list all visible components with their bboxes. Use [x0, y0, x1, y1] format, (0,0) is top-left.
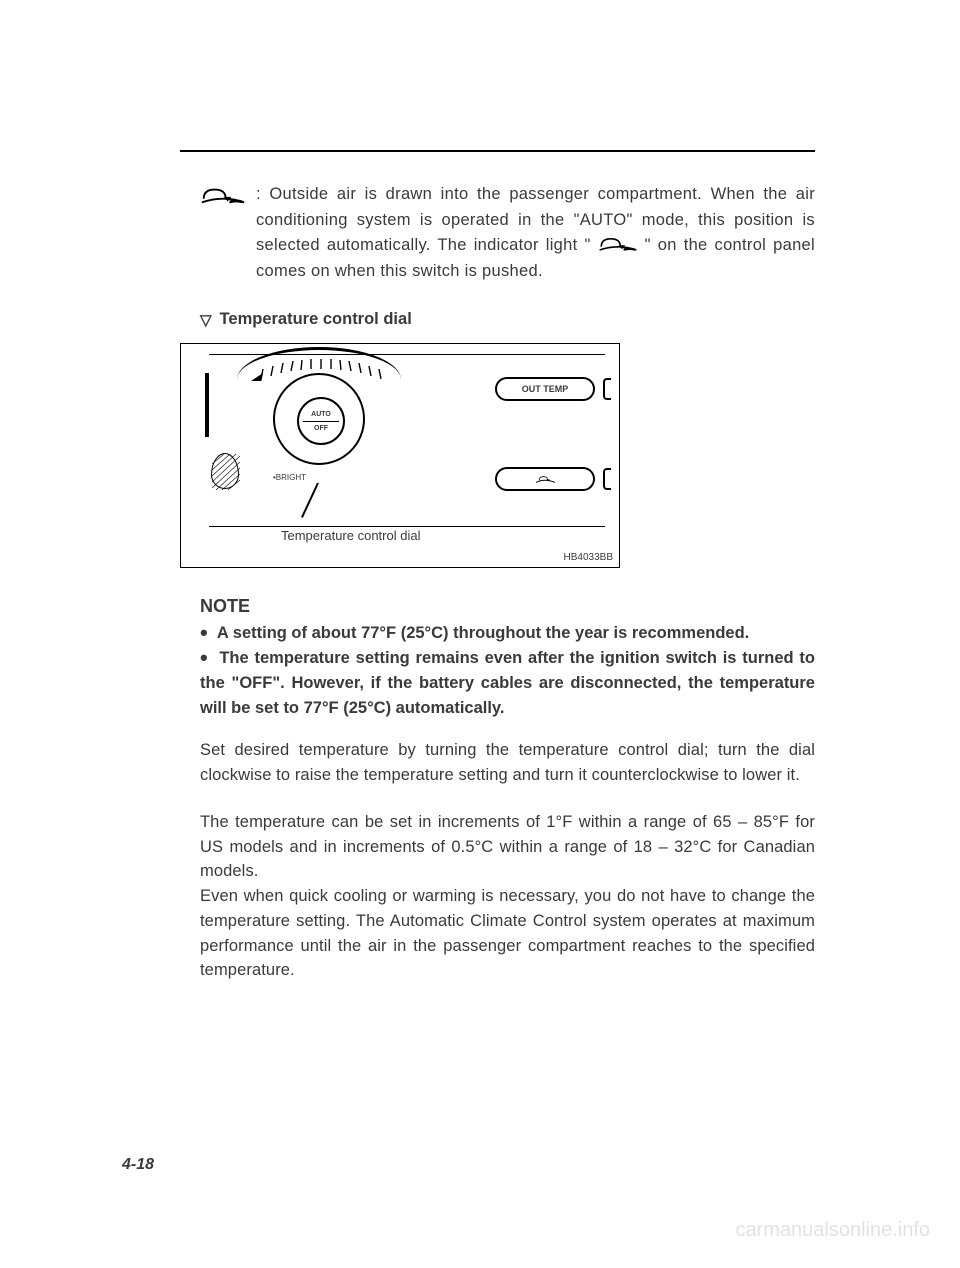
temperature-dial: AUTO OFF — [273, 373, 365, 465]
out-temp-button: OUT TEMP — [495, 377, 595, 401]
watermark: carmanualsonline.info — [735, 1219, 930, 1242]
subheading-text: Temperature control dial — [220, 310, 412, 329]
page-content: : Outside air is drawn into the passenge… — [0, 0, 960, 983]
hatch-icon — [212, 454, 240, 490]
diagram-id: HB4033BB — [564, 552, 613, 563]
body-paragraph-3: Even when quick cooling or warming is ne… — [200, 884, 815, 983]
out-temp-label: OUT TEMP — [522, 384, 569, 394]
dial-divider — [303, 421, 338, 422]
dial-off-label: OFF — [314, 423, 328, 434]
diagram-panel: AUTO OFF •BRIGHT OUT TEMP — [209, 354, 605, 527]
note-bullet-2: • The temperature setting remains even a… — [200, 646, 815, 720]
triangle-icon: ▽ — [200, 311, 212, 329]
bracket-bottom — [603, 468, 611, 490]
left-knob — [211, 453, 239, 489]
note-b2-text: The temperature setting remains even aft… — [200, 649, 815, 717]
outside-air-text: : Outside air is drawn into the passenge… — [256, 182, 815, 284]
outside-air-definition: : Outside air is drawn into the passenge… — [180, 182, 815, 284]
callout-text: Temperature control dial — [281, 528, 420, 543]
body-paragraph-2: The temperature can be set in increments… — [200, 810, 815, 884]
bullet-icon: • — [200, 645, 208, 670]
top-rule — [180, 150, 815, 152]
callout-line — [301, 483, 319, 518]
diagram-container: AUTO OFF •BRIGHT OUT TEMP — [180, 343, 620, 568]
outside-air-icon-inline — [598, 234, 638, 253]
dial-center: AUTO OFF — [297, 397, 345, 445]
bracket-top — [603, 378, 611, 400]
body-paragraph-1: Set desired temperature by turning the t… — [200, 738, 815, 788]
bullet-icon: • — [200, 620, 208, 645]
note-b1-text: A setting of about 77°F (25°C) throughou… — [217, 624, 749, 642]
note-heading: NOTE — [200, 596, 815, 617]
outside-air-icon — [200, 184, 246, 206]
recirc-button — [495, 467, 595, 491]
subheading-row: ▽ Temperature control dial — [180, 310, 815, 329]
page-number: 4-18 — [122, 1156, 154, 1174]
side-bars — [205, 373, 213, 437]
dial-auto-label: AUTO — [311, 409, 331, 420]
recirc-icon — [532, 473, 558, 485]
note-bullet-1: • A setting of about 77°F (25°C) through… — [200, 621, 815, 646]
bright-label: •BRIGHT — [273, 473, 306, 482]
